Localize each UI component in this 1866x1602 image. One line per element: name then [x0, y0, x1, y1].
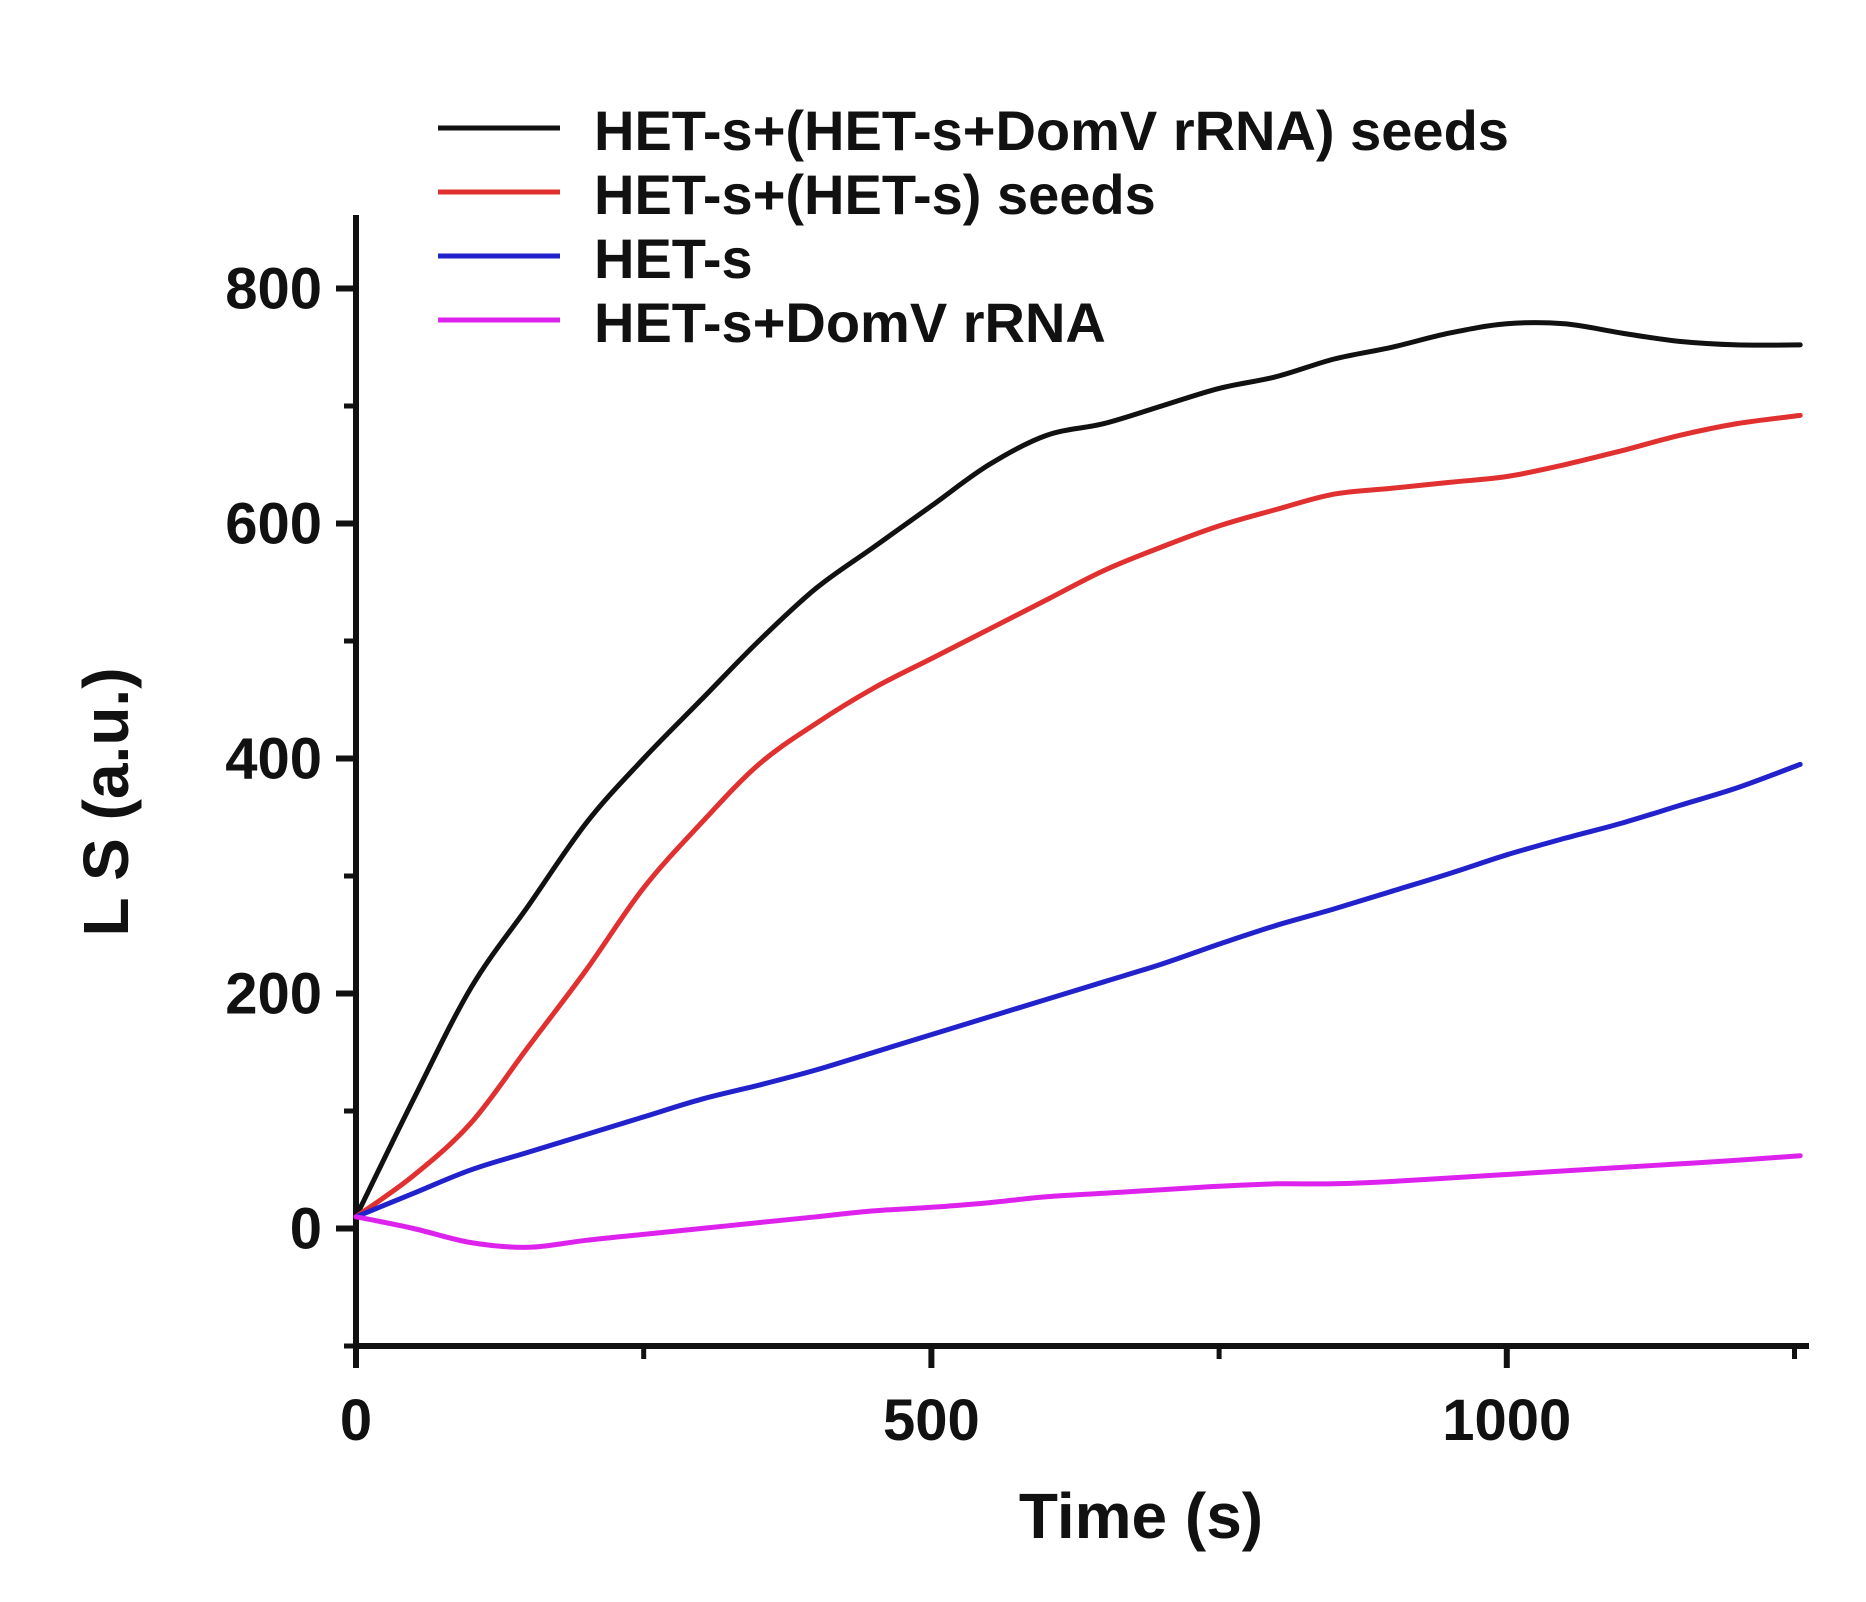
legend-label: HET-s+(HET-s) seeds — [594, 163, 1156, 226]
x-axis-title: Time (s) — [1019, 1480, 1263, 1552]
y-tick-label: 400 — [225, 727, 322, 792]
y-tick-label: 600 — [225, 492, 322, 557]
legend-label: HET-s+DomV rRNA — [594, 291, 1106, 354]
y-axis-title: L S (a.u.) — [70, 667, 142, 936]
series-lines — [353, 320, 1803, 1250]
series-line — [353, 761, 1803, 1220]
x-tick-label: 0 — [340, 1388, 372, 1453]
y-tick-label: 200 — [225, 962, 322, 1027]
y-tick-label: 800 — [225, 257, 322, 322]
x-tick-label: 500 — [883, 1388, 980, 1453]
y-tick-label: 0 — [290, 1197, 322, 1262]
x-tick-label: 1000 — [1442, 1388, 1571, 1453]
axes: 0 200 400 600 800 0 500 1000 — [225, 215, 1809, 1453]
series-line — [353, 412, 1803, 1220]
series-line — [353, 320, 1803, 1220]
legend-label: HET-s — [594, 227, 753, 290]
legend-label: HET-s+(HET-s+DomV rRNA) seeds — [594, 99, 1509, 162]
series-line — [353, 1153, 1803, 1250]
legend: HET-s+(HET-s+DomV rRNA) seedsHET-s+(HET-… — [438, 99, 1509, 354]
